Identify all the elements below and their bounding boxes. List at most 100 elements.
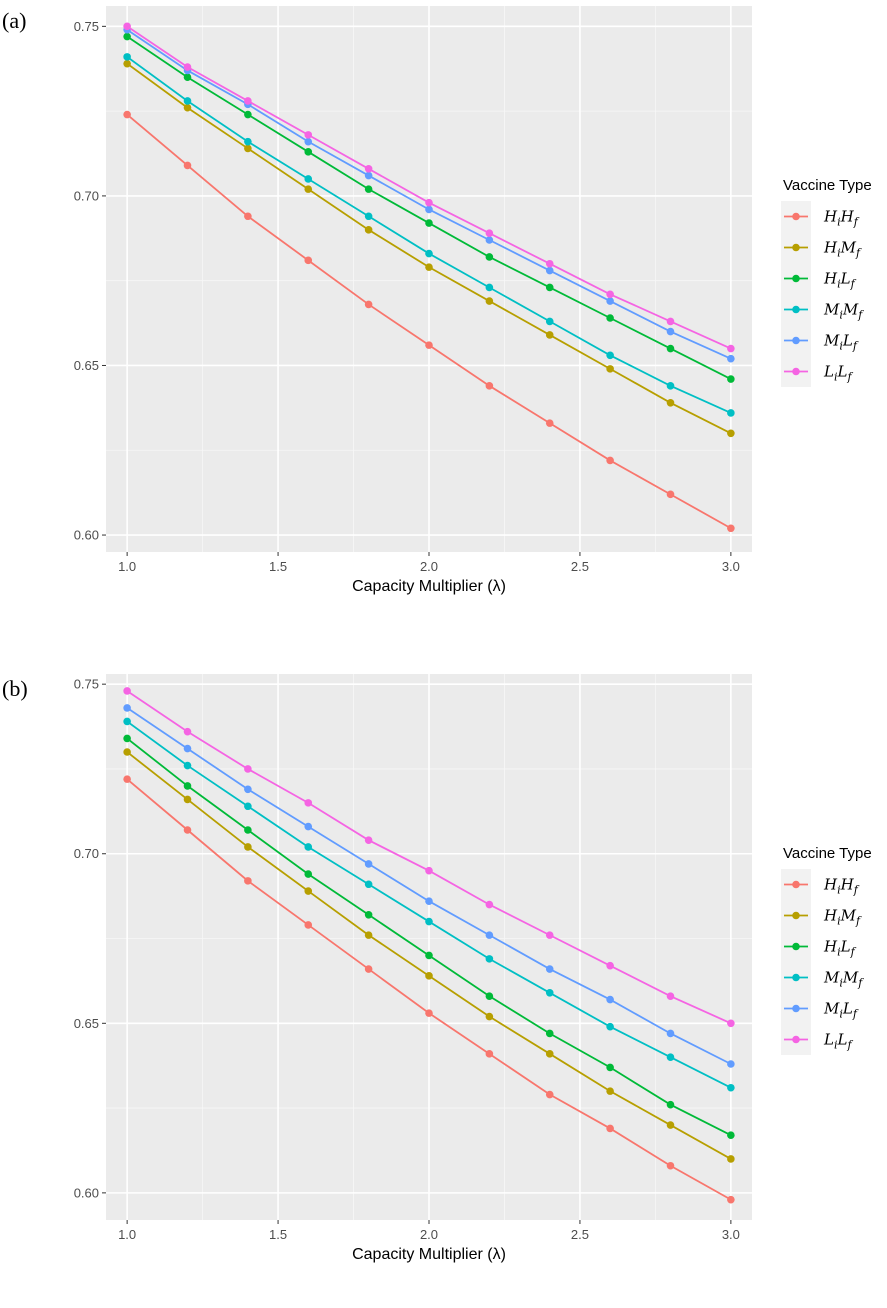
data-point-MiLf [304, 137, 313, 146]
data-point-LiLf [244, 97, 252, 105]
data-point-HiHf [123, 775, 131, 783]
data-point-HiMf [727, 1155, 735, 1163]
legend-key-point [792, 880, 800, 889]
data-point-LiLf [123, 22, 131, 31]
data-point-HiLf [425, 219, 433, 227]
data-point-MiLf [666, 327, 675, 336]
data-point-HiMf [183, 795, 192, 804]
data-point-MiMf [727, 409, 735, 417]
data-point-HiLf [364, 910, 373, 919]
data-point-HiMf [183, 103, 192, 112]
data-point-MiMf [364, 880, 373, 889]
legend-label-HiMf: HiMf [823, 907, 862, 928]
data-point-MiMf [425, 917, 433, 926]
data-point-HiMf [485, 1012, 494, 1021]
legend-label-LiLf: LiLf [823, 363, 853, 384]
x-tick-label: 2.5 [571, 1227, 589, 1242]
data-point-HiLf [606, 1063, 614, 1072]
data-point-MiMf [183, 761, 192, 770]
x-tick-label: 1.5 [269, 1227, 287, 1242]
legend-label-MiLf: MiLf [823, 332, 859, 353]
data-point-HiMf [545, 331, 554, 339]
data-point-HiMf [304, 185, 313, 193]
y-tick-label: 0.65 [74, 1016, 99, 1031]
data-point-HiHf [364, 300, 373, 309]
data-point-LiLf [244, 765, 252, 773]
data-point-HiHf [545, 1090, 554, 1099]
y-tick-label: 0.60 [74, 528, 99, 543]
x-tick-label: 1.0 [118, 559, 136, 574]
legend-key-point [792, 911, 800, 920]
data-point-LiLf [485, 900, 494, 909]
data-point-HiMf [425, 972, 433, 980]
x-tick-label: 3.0 [722, 1227, 740, 1242]
data-point-LiLf [666, 317, 675, 326]
data-point-MiLf [425, 205, 433, 214]
data-point-HiLf [183, 73, 192, 82]
data-point-HiLf [485, 253, 494, 261]
data-point-HiLf [123, 32, 131, 41]
x-tick-label: 2.0 [420, 1227, 438, 1242]
legend-label-HiHf: HiHf [823, 208, 860, 229]
data-point-HiLf [244, 826, 252, 834]
legend-key-point [792, 367, 800, 376]
legend-label-LiLf: LiLf [823, 1031, 853, 1052]
data-point-HiHf [183, 826, 192, 834]
data-point-MiMf [727, 1083, 735, 1092]
data-point-HiMf [425, 263, 433, 271]
data-point-MiMf [666, 1053, 675, 1062]
data-point-HiHf [123, 110, 131, 119]
data-point-LiLf [304, 131, 313, 139]
data-point-HiHf [244, 877, 252, 885]
data-point-HiMf [666, 1121, 675, 1129]
data-point-HiHf [606, 456, 614, 465]
data-point-LiLf [364, 836, 373, 844]
legend-label-HiHf: HiHf [823, 876, 860, 897]
data-point-MiLf [666, 1029, 675, 1038]
data-point-MiLf [485, 931, 494, 939]
data-point-MiLf [244, 785, 252, 794]
data-point-HiLf [545, 1029, 554, 1038]
legend-title: Vaccine Type [783, 845, 872, 862]
data-point-HiLf [123, 734, 131, 743]
data-point-HiLf [425, 951, 433, 960]
data-point-LiLf [183, 727, 192, 736]
y-tick-label: 0.75 [74, 19, 99, 34]
data-point-MiMf [606, 351, 614, 360]
data-point-HiLf [304, 870, 313, 878]
legend-key-point [792, 973, 800, 982]
data-point-MiMf [123, 53, 131, 61]
data-point-HiLf [666, 344, 675, 353]
data-point-HiLf [666, 1100, 675, 1109]
data-point-MiLf [485, 236, 494, 244]
y-tick-label: 0.75 [74, 677, 99, 692]
data-point-HiMf [364, 226, 373, 234]
data-point-LiLf [425, 866, 433, 875]
y-tick-label: 0.70 [74, 846, 99, 861]
data-point-HiHf [364, 965, 373, 973]
data-point-HiMf [545, 1050, 554, 1058]
data-point-HiLf [545, 283, 554, 292]
x-axis-title: Capacity Multiplier (λ) [352, 578, 506, 595]
data-point-MiMf [425, 249, 433, 258]
data-point-HiHf [244, 212, 252, 221]
data-point-HiLf [364, 185, 373, 193]
data-point-HiLf [244, 110, 252, 119]
data-point-MiMf [304, 843, 313, 851]
data-point-HiHf [304, 921, 313, 929]
data-point-LiLf [425, 198, 433, 207]
data-point-MiMf [244, 137, 252, 146]
data-point-HiHf [485, 1050, 494, 1058]
data-point-HiHf [485, 382, 494, 390]
legend-label-MiMf: MiMf [823, 969, 864, 990]
data-point-LiLf [727, 344, 735, 353]
data-point-MiLf [183, 744, 192, 753]
data-point-LiLf [545, 931, 554, 939]
data-point-LiLf [545, 259, 554, 268]
legend-key-point [792, 305, 800, 314]
x-axis-title: Capacity Multiplier (λ) [352, 1246, 506, 1263]
data-point-MiLf [545, 965, 554, 973]
data-point-HiHf [304, 256, 313, 265]
data-point-MiMf [666, 382, 675, 390]
x-tick-label: 2.0 [420, 559, 438, 574]
